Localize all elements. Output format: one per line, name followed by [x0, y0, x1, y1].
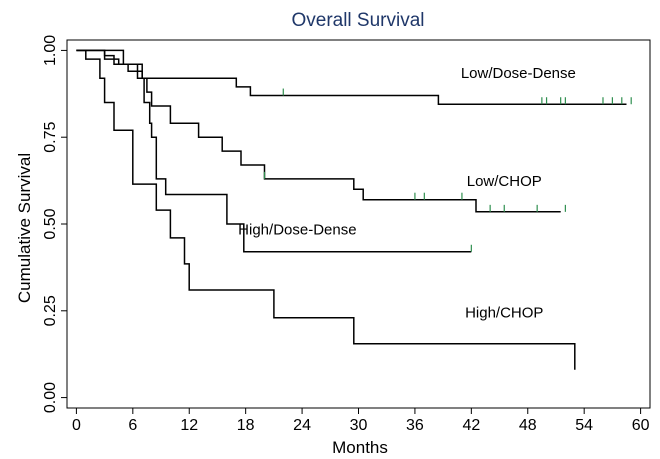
x-tick-label: 48: [519, 417, 537, 434]
series-label: Low/Dose-Dense: [461, 65, 576, 82]
series-label: High/Dose-Dense: [238, 221, 356, 238]
series-label: High/CHOP: [465, 305, 543, 322]
x-axis: 0 6 12 18 24 30 36 42 48 54 60: [72, 408, 650, 434]
survival-curve: [76, 49, 627, 105]
x-tick-label: 0: [72, 417, 81, 434]
y-tick-label: 0.75: [42, 122, 59, 153]
x-tick-label: 6: [128, 417, 137, 434]
series-label: Low/CHOP: [467, 173, 542, 190]
y-tick-label: 1.00: [42, 35, 59, 66]
series-2: High/Dose-Dense: [76, 49, 472, 253]
survival-curve: [76, 49, 576, 370]
y-tick-label: 0.50: [42, 208, 59, 239]
series-group: Low/Dose-Dense Low/CHOP High/Dose-Dense Hig…: [76, 49, 632, 370]
x-tick-label: 54: [575, 417, 593, 434]
x-tick-label: 60: [632, 417, 650, 434]
x-axis-title: Months: [332, 438, 388, 457]
y-tick-label: 0.00: [42, 382, 59, 413]
x-tick-label: 24: [293, 417, 311, 434]
x-tick-label: 18: [237, 417, 255, 434]
chart-title: Overall Survival: [291, 10, 424, 31]
x-tick-label: 42: [462, 417, 480, 434]
x-tick-label: 12: [180, 417, 198, 434]
y-axis-title: Cumulative Survival: [15, 153, 34, 303]
survival-curve: [76, 49, 472, 253]
series-0: Low/Dose-Dense: [76, 49, 632, 105]
x-tick-label: 36: [406, 417, 424, 434]
series-3: High/CHOP: [76, 49, 576, 370]
y-axis: 0.00 0.25 0.50 0.75 1.00: [42, 35, 67, 413]
x-tick-label: 30: [350, 417, 368, 434]
y-tick-label: 0.25: [42, 295, 59, 326]
